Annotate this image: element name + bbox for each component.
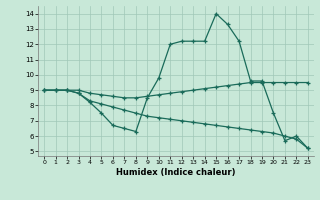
X-axis label: Humidex (Indice chaleur): Humidex (Indice chaleur)	[116, 168, 236, 177]
